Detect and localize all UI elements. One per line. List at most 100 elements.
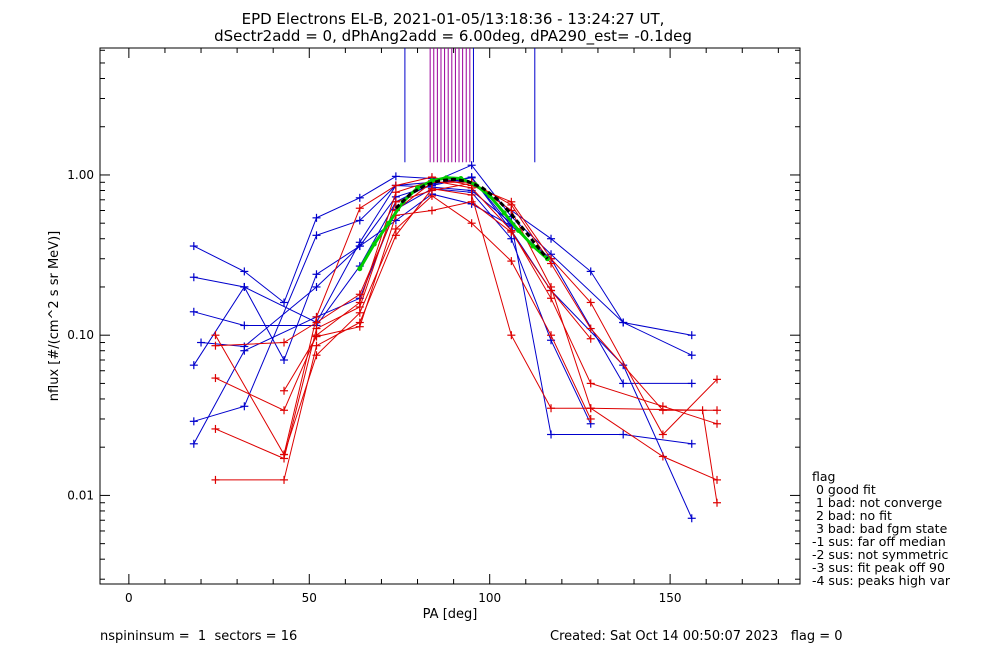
data-point-red <box>211 374 220 383</box>
data-point-red <box>547 294 556 303</box>
data-point-red <box>391 188 400 197</box>
legend-title: flag <box>812 469 835 484</box>
data-point-red <box>280 386 289 395</box>
data-point-red <box>547 404 556 413</box>
data-point-red <box>427 206 436 215</box>
data-point-blue <box>189 242 198 251</box>
data-point-red <box>586 334 595 343</box>
y-tick-label: 0.10 <box>67 328 94 342</box>
fit-point-green <box>516 228 522 234</box>
fit-point-green <box>501 210 507 216</box>
data-point-red <box>698 406 707 415</box>
series-line-blue <box>200 193 512 348</box>
data-point-blue <box>280 356 289 365</box>
data-point-blue <box>197 338 206 347</box>
data-point-red <box>280 475 289 484</box>
data-point-red <box>713 406 722 415</box>
y-tick-label: 1.00 <box>67 168 94 182</box>
series-line-blue <box>193 177 692 384</box>
data-point-blue <box>280 298 289 307</box>
data-point-blue <box>619 379 628 388</box>
data-point-red <box>312 341 321 350</box>
data-point-blue <box>189 307 198 316</box>
data-point-blue <box>547 430 556 439</box>
data-point-blue <box>391 172 400 181</box>
data-point-red <box>280 450 289 459</box>
data-point-red <box>312 332 321 341</box>
fit-point-green <box>371 241 377 247</box>
y-tick-label: 0.01 <box>67 488 94 502</box>
data-point-red <box>211 424 220 433</box>
data-point-red <box>427 191 436 200</box>
footer-info-left: nspininsum = 1 sectors = 16 <box>100 629 297 644</box>
data-point-blue <box>355 242 364 251</box>
data-point-blue <box>312 213 321 222</box>
series-line-red <box>215 182 718 481</box>
footer-info-right: Created: Sat Oct 14 00:50:07 2023 flag =… <box>550 629 843 644</box>
tick-labels: 0 50 100 150 0.01 0.10 1.00 <box>67 168 681 605</box>
fit-point-green <box>544 256 550 262</box>
x-axis-label: PA [deg] <box>423 607 478 622</box>
data-point-red <box>507 257 516 266</box>
data-point-blue <box>619 318 628 327</box>
series-layer <box>189 161 722 523</box>
data-point-red <box>713 419 722 428</box>
data-point-red <box>586 298 595 307</box>
data-point-blue <box>240 321 249 330</box>
series-line-red <box>215 180 718 425</box>
data-point-red <box>211 341 220 350</box>
data-point-red <box>658 402 667 411</box>
x-tick-label: 100 <box>478 591 501 605</box>
data-point-blue <box>189 273 198 282</box>
data-point-red <box>547 331 556 340</box>
legend-item: -1 sus: far off median <box>812 534 946 549</box>
data-point-blue <box>240 402 249 411</box>
legend-item: -2 sus: not symmetric <box>812 547 948 562</box>
data-point-red <box>507 331 516 340</box>
data-point-red <box>391 224 400 233</box>
data-point-blue <box>240 267 249 276</box>
data-point-red <box>507 228 516 237</box>
data-point-red <box>547 259 556 268</box>
data-point-red <box>467 190 476 199</box>
legend-item: 0 good fit <box>812 482 876 497</box>
data-point-red <box>547 286 556 295</box>
data-point-red <box>355 204 364 213</box>
data-point-blue <box>189 361 198 370</box>
data-point-red <box>713 375 722 384</box>
data-point-blue <box>189 439 198 448</box>
x-tick-label: 150 <box>659 591 682 605</box>
data-point-red <box>713 475 722 484</box>
fit-point-green <box>530 243 536 249</box>
chart-title-line2: dSectr2add = 0, dPhAng2add = 6.00deg, dP… <box>214 27 692 46</box>
data-point-red <box>211 331 220 340</box>
series-line-red <box>215 176 718 456</box>
data-point-blue <box>240 282 249 291</box>
series-line-red <box>283 201 592 392</box>
data-point-blue <box>189 417 198 426</box>
data-point-red <box>211 475 220 484</box>
fit-curve-black <box>394 177 549 260</box>
legend-item: 2 bad: no fit <box>812 508 892 523</box>
data-point-red <box>280 338 289 347</box>
series-line-blue <box>193 188 592 445</box>
plot-frame <box>99 47 801 585</box>
data-point-red <box>355 322 364 331</box>
data-point-red <box>713 498 722 507</box>
series-line-blue <box>193 184 692 445</box>
data-point-blue <box>619 430 628 439</box>
legend-item: -3 sus: fit peak off 90 <box>812 560 945 575</box>
data-point-blue <box>687 331 696 340</box>
data-point-red <box>658 452 667 461</box>
data-point-red <box>586 414 595 423</box>
data-point-blue <box>312 231 321 240</box>
legend-item: 1 bad: not converge <box>812 495 942 510</box>
chart-title-line1: EPD Electrons EL-B, 2021-01-05/13:18:36 … <box>242 10 665 28</box>
y-axis-label: nflux [#/(cm^2 s sr MeV)] <box>47 231 62 401</box>
legend-item: -4 sus: peaks high var <box>812 573 951 588</box>
data-point-red <box>312 324 321 333</box>
data-point-blue <box>355 193 364 202</box>
x-tick-label: 0 <box>125 591 133 605</box>
x-tick-label: 50 <box>302 591 317 605</box>
